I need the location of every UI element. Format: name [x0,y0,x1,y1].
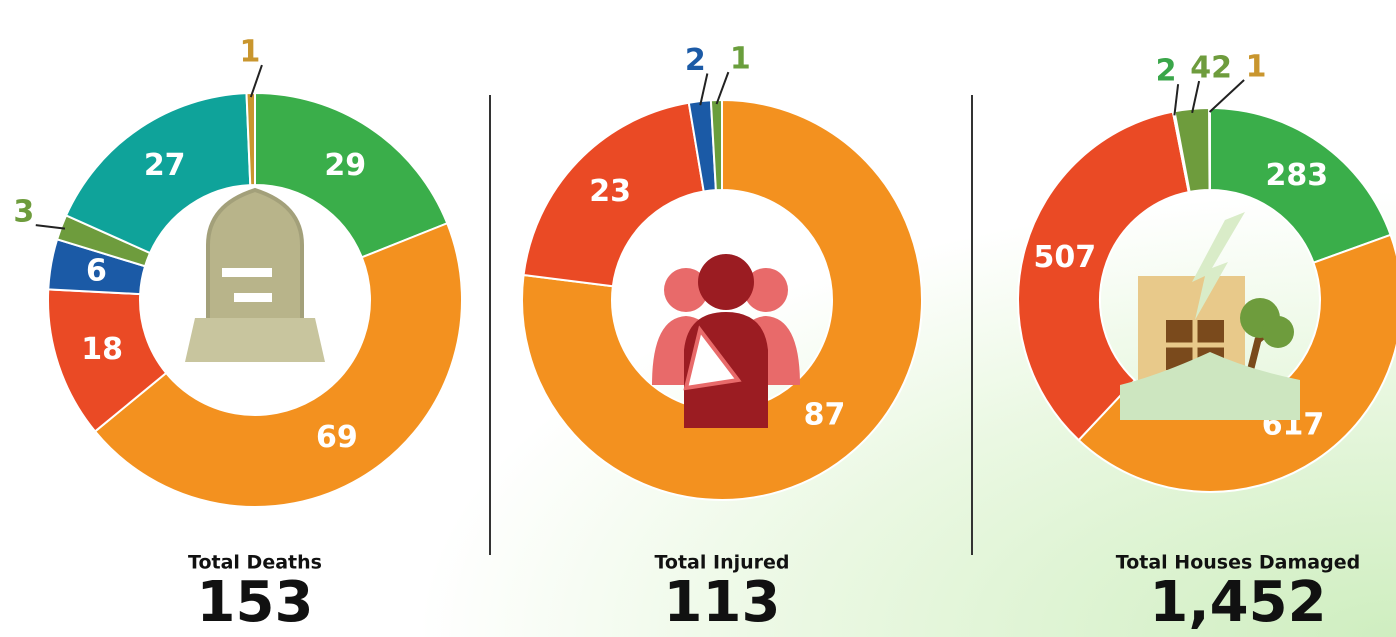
value-label: 2 [1156,54,1177,89]
total-value: 153 [197,570,314,635]
value-label: 42 [1190,51,1232,86]
value-label: 18 [81,332,123,367]
total-value: 1,452 [1149,570,1326,635]
value-label: 6 [86,254,107,289]
value-label: 23 [589,174,631,209]
value-label: 29 [324,148,366,183]
value-label: 1 [1246,50,1267,85]
value-label: 3 [13,195,34,230]
slice [1209,108,1210,190]
total-value: 113 [664,570,781,635]
value-label: 87 [804,398,846,433]
value-label: 69 [316,420,358,455]
value-label: 507 [1034,240,1097,275]
value-label: 2 [685,43,706,78]
value-label: 1 [239,35,260,70]
value-label: 1 [730,42,751,77]
value-label: 283 [1265,158,1328,193]
value-label: 27 [144,148,186,183]
infographic: 29691862731Total Deaths153872321Total In… [0,0,1396,637]
